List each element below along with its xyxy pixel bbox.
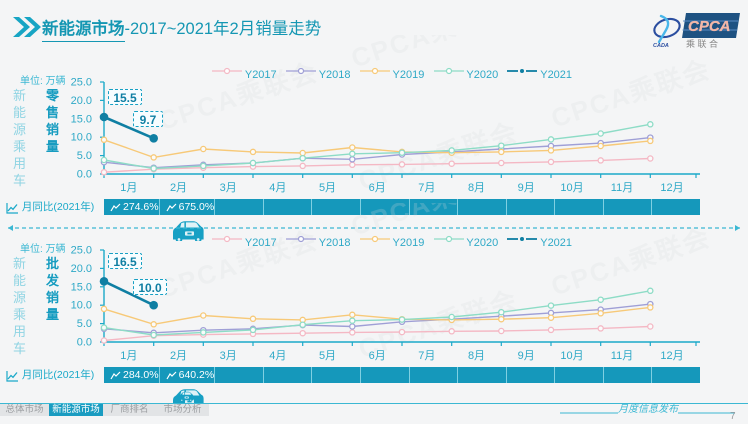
svg-text:25.0: 25.0	[71, 245, 92, 257]
svg-text:0.0: 0.0	[77, 337, 92, 349]
svg-text:10.0: 10.0	[71, 132, 92, 144]
svg-text:1月: 1月	[120, 182, 137, 194]
svg-text:7月: 7月	[418, 350, 435, 362]
svg-text:6月: 6月	[369, 182, 386, 194]
svg-text:3月: 3月	[220, 182, 237, 194]
svg-text:25.0: 25.0	[71, 77, 92, 89]
svg-text:CPCA: CPCA	[688, 18, 731, 35]
svg-text:9月: 9月	[518, 350, 535, 362]
svg-text:4月: 4月	[269, 182, 286, 194]
svg-text:0.0: 0.0	[77, 169, 92, 181]
svg-text:8月: 8月	[468, 350, 485, 362]
svg-text:12月: 12月	[660, 350, 683, 362]
svg-text:5.0: 5.0	[77, 318, 92, 330]
svg-text:2月: 2月	[170, 182, 187, 194]
svg-text:20.0: 20.0	[71, 95, 92, 107]
svg-text:5月: 5月	[319, 182, 336, 194]
svg-text:1月: 1月	[120, 350, 137, 362]
svg-text:15.0: 15.0	[71, 281, 92, 293]
svg-text:12月: 12月	[660, 182, 683, 194]
svg-text:9月: 9月	[518, 182, 535, 194]
svg-text:5.0: 5.0	[77, 150, 92, 162]
svg-text:20.0: 20.0	[71, 263, 92, 275]
svg-text:3月: 3月	[220, 350, 237, 362]
svg-text:6月: 6月	[369, 350, 386, 362]
svg-text:7月: 7月	[418, 182, 435, 194]
svg-text:11月: 11月	[611, 350, 633, 362]
svg-text:10月: 10月	[560, 182, 583, 194]
svg-text:2月: 2月	[170, 350, 187, 362]
svg-text:10月: 10月	[560, 350, 583, 362]
svg-text:15.0: 15.0	[71, 113, 92, 125]
svg-text:11月: 11月	[611, 182, 633, 194]
svg-text:8月: 8月	[468, 182, 485, 194]
svg-text:4月: 4月	[269, 350, 286, 362]
svg-text:5月: 5月	[319, 350, 336, 362]
svg-text:10.0: 10.0	[71, 300, 92, 312]
